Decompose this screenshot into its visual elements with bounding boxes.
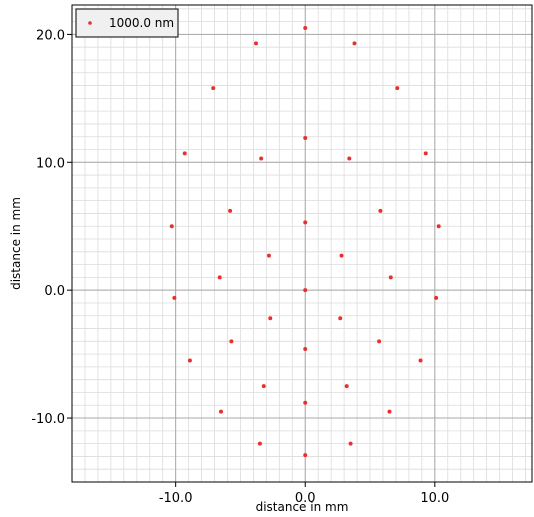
y-tick-label: 20.0 <box>36 28 65 43</box>
plot-frame <box>71 4 533 483</box>
data-point <box>303 135 308 140</box>
data-point <box>434 295 439 300</box>
x-axis-label: distance in mm <box>256 500 349 514</box>
data-point <box>217 275 222 280</box>
data-point <box>395 86 400 91</box>
data-point <box>169 224 174 229</box>
data-point <box>266 253 271 258</box>
legend-marker <box>88 21 92 25</box>
data-points <box>169 26 441 458</box>
x-tick-label: 10.0 <box>420 491 449 506</box>
x-tick-label: 0.0 <box>295 491 316 506</box>
data-point <box>303 347 308 352</box>
data-point <box>347 156 352 161</box>
x-tick-label: -10.0 <box>159 491 193 506</box>
y-axis-label: distance in mm <box>9 197 23 290</box>
data-point <box>261 384 266 389</box>
data-point <box>377 339 382 344</box>
data-point <box>436 224 441 229</box>
y-tick-label: 0.0 <box>44 284 65 299</box>
data-point <box>172 295 177 300</box>
axis-ticks: -10.0 0.0 10.0 -10.0 0.0 10.0 20.0 <box>31 28 449 506</box>
data-point <box>418 358 423 363</box>
data-point <box>228 208 233 213</box>
data-point <box>338 316 343 321</box>
data-point <box>187 358 192 363</box>
y-tick-label: -10.0 <box>31 412 65 427</box>
data-point <box>423 151 428 156</box>
data-point <box>352 41 357 46</box>
major-grid <box>72 5 532 482</box>
legend: 1000.0 nm <box>75 8 179 38</box>
data-point <box>303 26 308 31</box>
data-point <box>254 41 258 46</box>
data-point <box>303 453 308 458</box>
data-point <box>339 253 344 258</box>
y-tick-label: 10.0 <box>36 156 65 171</box>
data-point <box>378 208 383 213</box>
data-point <box>229 339 234 344</box>
minor-grid <box>71 5 532 483</box>
data-point <box>182 151 187 156</box>
legend-box <box>75 8 179 38</box>
data-point <box>303 288 308 293</box>
data-point <box>257 441 262 446</box>
data-point <box>303 220 308 225</box>
data-point <box>348 441 353 446</box>
data-point <box>268 316 273 321</box>
data-point <box>211 86 216 91</box>
data-point <box>344 384 349 389</box>
data-point <box>259 156 264 161</box>
data-point <box>219 409 224 414</box>
legend-label: 1000.0 nm <box>109 16 174 30</box>
data-point <box>387 409 392 414</box>
data-point <box>388 275 393 280</box>
data-point <box>303 400 308 405</box>
